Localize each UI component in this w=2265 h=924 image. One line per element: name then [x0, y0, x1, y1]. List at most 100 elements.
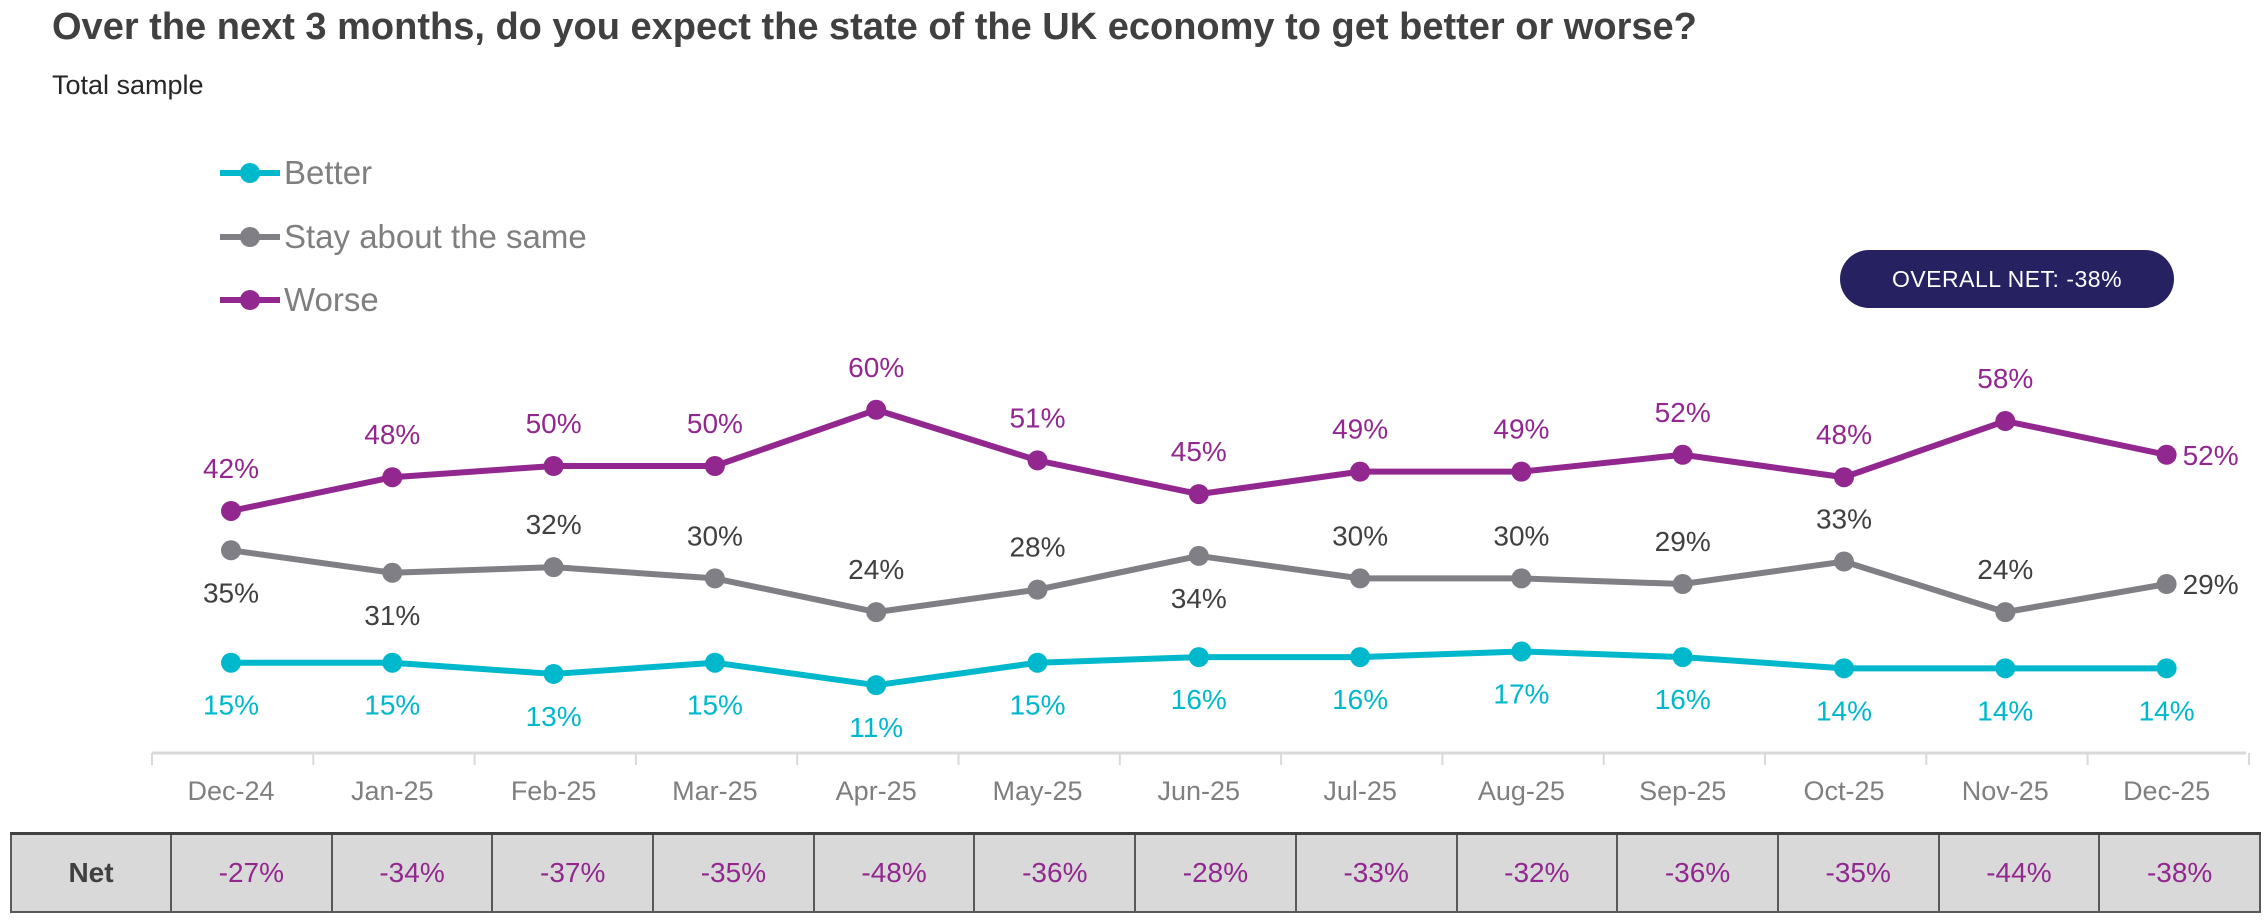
data-label: 34% — [1171, 583, 1227, 614]
data-label: 49% — [1493, 414, 1549, 445]
data-point — [1834, 551, 1854, 572]
data-point — [1511, 461, 1532, 482]
net-row: Net -27% -34% -37% -35% -48% -36% -28% -33% -32%… — [10, 832, 2261, 913]
data-point — [2156, 444, 2177, 465]
data-point — [382, 652, 403, 673]
data-label: 31% — [364, 600, 420, 631]
data-point — [221, 652, 241, 673]
data-point — [1834, 658, 1854, 679]
data-point — [1350, 461, 1371, 482]
data-label: 15% — [1009, 690, 1065, 721]
x-tick-label: Dec-24 — [187, 776, 274, 806]
data-point — [2156, 574, 2177, 595]
legend-item-worse: Worse — [220, 280, 379, 320]
data-label: 16% — [1332, 684, 1388, 715]
x-tick-label: May-25 — [992, 776, 1082, 806]
net-value-cell: -33% — [1294, 832, 1458, 913]
data-label: 35% — [203, 577, 259, 608]
data-label: 24% — [848, 554, 904, 585]
x-tick-label: Nov-25 — [1962, 776, 2049, 806]
x-tick-label: Oct-25 — [1803, 776, 1884, 806]
data-point — [866, 675, 887, 696]
legend-item-better: Better — [220, 153, 372, 193]
data-label: 14% — [1977, 695, 2033, 726]
overall-net-badge: OVERALL NET: -38% — [1840, 250, 2174, 308]
x-tick-label: Apr-25 — [836, 776, 917, 806]
data-point — [1511, 641, 1532, 662]
data-point — [221, 500, 241, 521]
data-point — [1027, 450, 1048, 471]
data-point — [382, 467, 403, 488]
net-value-cell: -48% — [812, 832, 976, 913]
data-point — [382, 562, 403, 583]
data-point — [1834, 467, 1854, 488]
data-point — [1995, 602, 2016, 623]
data-point — [1027, 579, 1048, 600]
data-point — [704, 568, 725, 589]
legend-marker-icon — [220, 280, 280, 320]
net-value-cell: -32% — [1455, 832, 1619, 913]
data-label: 16% — [1655, 684, 1711, 715]
data-label: 32% — [526, 509, 582, 540]
net-value-cell: -35% — [1776, 832, 1940, 913]
net-value-cell: -35% — [652, 832, 815, 913]
data-label: 30% — [1493, 520, 1549, 551]
data-label: 13% — [526, 701, 582, 732]
data-label: 14% — [2139, 695, 2195, 726]
data-label: 48% — [364, 419, 420, 450]
data-point — [1188, 647, 1209, 668]
x-tick-label: Sep-25 — [1639, 776, 1726, 806]
data-point — [704, 652, 725, 673]
x-tick-label: Mar-25 — [672, 776, 758, 806]
data-label: 50% — [687, 408, 743, 439]
data-label: 52% — [1655, 397, 1711, 428]
data-point — [543, 456, 564, 476]
legend-label: Worse — [284, 281, 379, 318]
data-label: 24% — [1977, 554, 2033, 585]
x-tick-label: Jul-25 — [1323, 776, 1397, 806]
net-table: Net -27% -34% -37% -35% -48% -36% -28% -33% -32%… — [10, 832, 2261, 913]
data-point — [1672, 647, 1693, 668]
data-point — [543, 557, 564, 578]
data-label: 60% — [848, 352, 904, 383]
data-label: 29% — [1655, 526, 1711, 557]
data-label: 17% — [1493, 678, 1549, 709]
data-point — [704, 456, 725, 476]
data-label: 49% — [1332, 414, 1388, 445]
data-label: 30% — [687, 520, 743, 551]
data-label: 15% — [687, 690, 743, 721]
legend-marker-icon — [220, 153, 280, 193]
data-point — [2156, 658, 2177, 679]
data-label: 33% — [1816, 504, 1872, 535]
data-point — [1995, 411, 2016, 432]
data-point — [1188, 484, 1209, 505]
data-label: 30% — [1332, 520, 1388, 551]
data-label: 15% — [203, 690, 259, 721]
data-point — [543, 663, 564, 684]
net-value-cell: -28% — [1134, 832, 1297, 913]
data-label: 16% — [1171, 684, 1227, 715]
x-tick-label: Feb-25 — [511, 776, 597, 806]
data-point — [1672, 574, 1693, 595]
data-label: 48% — [1816, 419, 1872, 450]
net-value-cell: -37% — [491, 832, 655, 913]
data-label: 15% — [364, 690, 420, 721]
x-tick-label: Dec-25 — [2123, 776, 2210, 806]
data-point — [1350, 647, 1371, 668]
data-point — [1672, 444, 1693, 465]
data-point — [1350, 568, 1371, 589]
net-value-cell: -44% — [1937, 832, 2101, 913]
data-point — [221, 540, 241, 561]
legend-label: Stay about the same — [284, 218, 587, 255]
data-point — [866, 399, 887, 420]
data-point — [1027, 652, 1048, 673]
data-label: 50% — [526, 408, 582, 439]
line-chart: Dec-24 Jan-25 Feb-25 Mar-25 Apr-25 May-25 Jun-… — [151, 352, 2250, 806]
net-value-cell: -36% — [1616, 832, 1779, 913]
data-point — [1188, 545, 1209, 566]
legend-label: Better — [284, 154, 373, 191]
net-row-header: Net — [10, 832, 172, 913]
data-point — [1511, 568, 1532, 589]
x-tick-label: Jun-25 — [1158, 776, 1241, 806]
data-point — [1995, 658, 2016, 679]
